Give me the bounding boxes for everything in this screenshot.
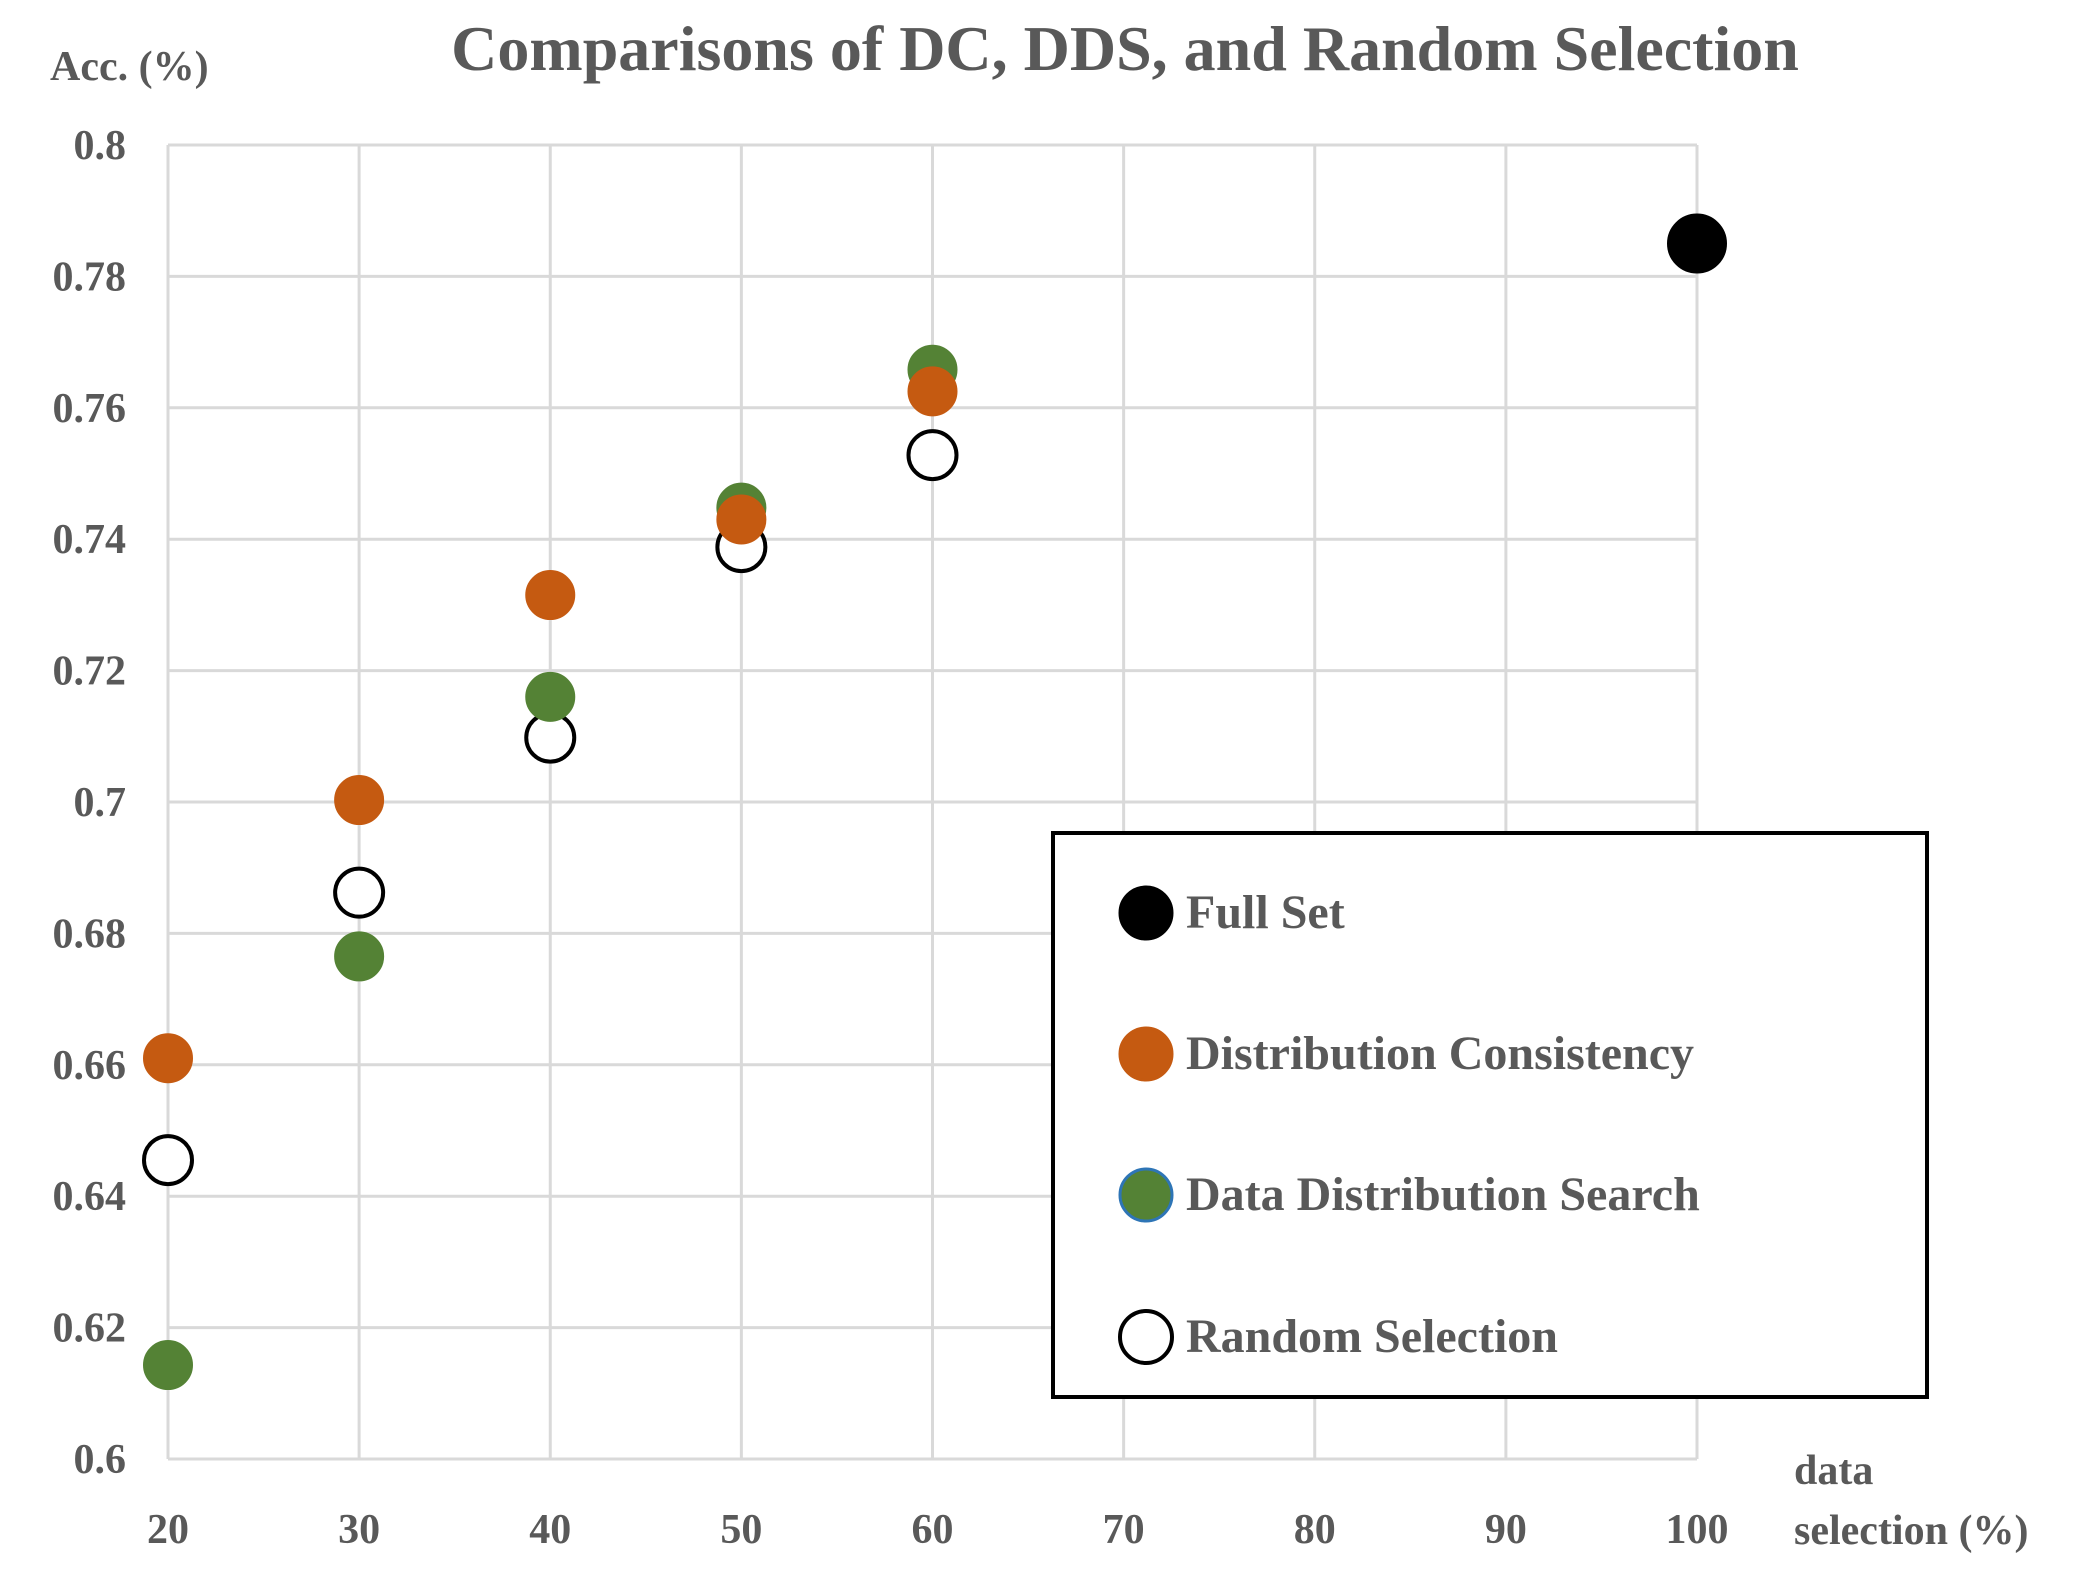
point-random-selection [333,866,386,919]
x-tick-label: 20 [147,1507,189,1553]
y-tick-labels: 0.6 0.62 0.64 0.66 0.68 0.7 0.72 0.74 0.76 0.78 0.… [53,123,127,1483]
y-tick-label: 0.72 [53,649,127,695]
legend-marker-distribution-consistency [1118,1026,1174,1082]
legend-label-distribution-consistency: Distribution Consistency [1186,1027,1694,1080]
y-tick-label: 0.7 [74,780,127,826]
legend-marker-random-selection [1118,1309,1174,1365]
legend-marker-data-distribution-search [1118,1167,1174,1223]
y-tick-label: 0.8 [74,123,127,169]
y-tick-label: 0.74 [53,517,127,563]
legend-label-random-selection: Random Selection [1186,1310,1558,1363]
x-tick-label: 60 [912,1507,954,1553]
chart-title: Comparisons of DC, DDS, and Random Selec… [451,13,1799,84]
legend-label-data-distribution-search: Data Distribution Search [1186,1168,1700,1221]
point-distribution-consistency [143,1033,193,1084]
point-random-selection [906,429,959,482]
y-tick-label: 0.62 [53,1306,127,1352]
point-data-distribution-search [334,931,385,982]
point-data-distribution-search [143,1340,193,1391]
point-distribution-consistency [716,494,767,545]
point-data-distribution-search [525,671,576,722]
y-tick-label: 0.76 [53,386,127,432]
x-tick-label: 70 [1103,1507,1145,1553]
y-tick-label: 0.66 [53,1043,127,1089]
legend-label-full-set: Full Set [1186,886,1345,939]
x-tick-label: 50 [720,1507,762,1553]
point-distribution-consistency [525,570,576,621]
point-distribution-consistency [907,366,958,417]
y-tick-label: 0.68 [53,911,127,957]
y-tick-label: 0.78 [53,254,127,300]
point-distribution-consistency [334,775,385,826]
x-tick-label: 90 [1485,1507,1527,1553]
point-random-selection [142,1134,194,1187]
x-axis-label-line1: data [1794,1448,1873,1494]
point-full-set [1667,213,1727,274]
x-tick-label: 80 [1294,1507,1336,1553]
x-tick-label: 100 [1666,1507,1729,1553]
x-tick-labels: 20 30 40 50 60 70 80 90 100 [147,1507,1729,1553]
x-tick-label: 30 [338,1507,380,1553]
legend-marker-full-set [1118,885,1174,941]
y-tick-label: 0.64 [53,1174,127,1220]
x-tick-label: 40 [529,1507,571,1553]
legend: Full Set Distribution Consistency Data Dis… [1051,831,1929,1399]
y-tick-label: 0.6 [74,1437,127,1483]
x-axis-label-line2: selection (%) [1794,1508,2028,1554]
y-axis-label: Acc. (%) [50,44,209,90]
legend-box [1051,831,1929,1399]
data-points [142,213,1727,1391]
